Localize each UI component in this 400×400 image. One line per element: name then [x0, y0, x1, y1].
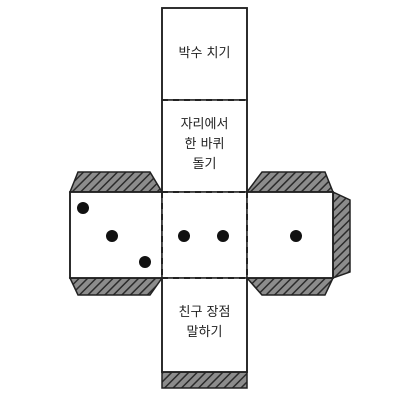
pip-left-1 — [77, 202, 89, 214]
glue-tab-bottom-left — [68, 277, 164, 296]
face-lower-middle — [161, 277, 248, 373]
glue-tab-top-left — [68, 171, 164, 193]
label-upper-middle-face: 자리에서 한 바퀴 돌기 — [162, 115, 247, 175]
pip-center-2 — [217, 230, 229, 242]
pip-left-2 — [106, 230, 118, 242]
glue-tab-bottom — [161, 371, 248, 389]
fold-lines — [161, 99, 248, 279]
face-right — [246, 191, 334, 279]
label-line: 한 바퀴 — [184, 137, 225, 152]
glue-tab-bottom-right — [245, 277, 335, 296]
label-line: 돌기 — [192, 157, 217, 172]
pip-left-3 — [139, 256, 151, 268]
glue-tab-right-side — [332, 190, 351, 280]
pip-right-1 — [290, 230, 302, 242]
label-lower-middle-face: 친구 장점 말하기 — [162, 303, 247, 343]
glue-tab-top-right — [245, 171, 335, 193]
face-upper-middle — [161, 99, 248, 193]
pip-center-1 — [178, 230, 190, 242]
label-line: 자리에서 — [180, 117, 229, 132]
face-center — [161, 191, 248, 279]
label-top-face: 박수 치기 — [162, 44, 247, 64]
label-line: 박수 치기 — [178, 46, 231, 61]
dice-pips — [77, 202, 302, 268]
label-line: 친구 장점 — [178, 305, 231, 320]
label-line: 말하기 — [186, 325, 223, 340]
